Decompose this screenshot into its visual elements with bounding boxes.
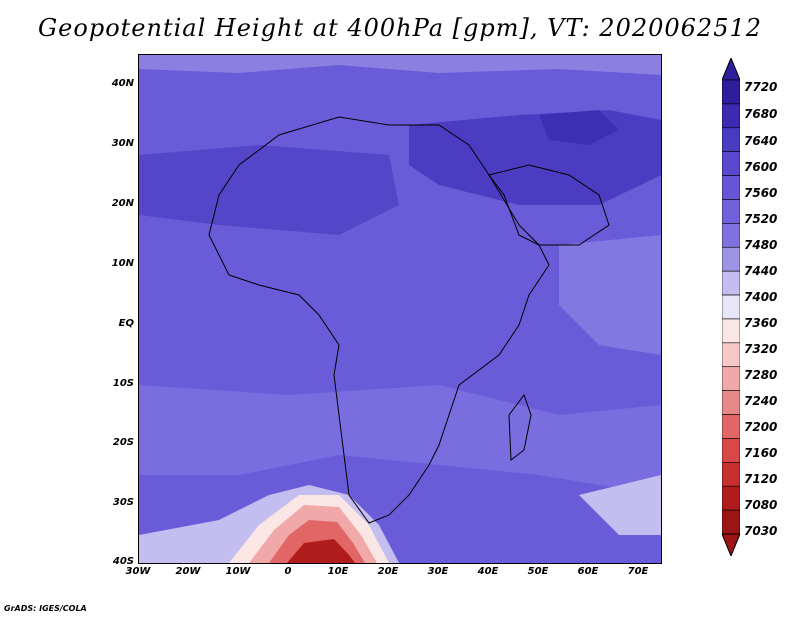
map-panel: [138, 54, 662, 564]
colorbar-label: 7440: [744, 264, 778, 278]
lat-label-40S: 40S: [112, 556, 134, 567]
map-canvas: [139, 55, 661, 563]
colorbar-segment: [722, 127, 740, 152]
colorbar-segment: [722, 246, 740, 272]
lon-label-10W: 10W: [225, 566, 251, 577]
colorbar-segment: [722, 199, 740, 224]
colorbar: [722, 58, 740, 556]
colorbar-label: 7560: [744, 186, 778, 200]
lat-label-20S: 20S: [112, 437, 134, 448]
lat-label-30N: 30N: [111, 138, 134, 149]
colorbar-label: 7520: [744, 212, 778, 226]
colorbar-label: 7360: [744, 316, 778, 330]
lon-label-40E: 40E: [477, 566, 499, 577]
lat-label-10N: 10N: [111, 258, 134, 269]
colorbar-segment: [722, 294, 740, 320]
colorbar-segment: [722, 175, 740, 200]
colorbar-segment: [722, 270, 740, 296]
plot-title: Geopotential Height at 400hPa [gpm], VT:…: [38, 14, 762, 42]
colorbar-segment: [722, 342, 740, 368]
colorbar-label: 7320: [744, 342, 778, 356]
lon-label-30E: 30E: [427, 566, 449, 577]
lon-label-20W: 20W: [175, 566, 201, 577]
colorbar-segment: [722, 103, 740, 129]
colorbar-label: 7640: [744, 134, 778, 148]
colorbar-label: 7720: [744, 80, 778, 94]
colorbar-segment: [722, 438, 740, 463]
grads-credit: GrADS: IGES/COLA: [4, 604, 87, 613]
lon-label-0: 0: [284, 566, 292, 577]
colorbar-segment: [722, 151, 740, 176]
colorbar-label: 7160: [744, 446, 778, 460]
lon-label-70E: 70E: [627, 566, 649, 577]
colorbar-label: 7080: [744, 498, 778, 512]
colorbar-segment: [722, 390, 740, 415]
colorbar-arrow-bottom: [722, 533, 740, 556]
colorbar-label: 7400: [744, 290, 778, 304]
colorbar-label: 7200: [744, 420, 778, 434]
colorbar-label: 7480: [744, 238, 778, 252]
lat-label-40N: 40N: [111, 78, 134, 89]
lon-label-10E: 10E: [327, 566, 349, 577]
lon-label-30W: 30W: [125, 566, 151, 577]
colorbar-label: 7680: [744, 107, 778, 121]
colorbar-label: 7120: [744, 472, 778, 486]
colorbar-segment: [722, 223, 740, 248]
lon-label-50E: 50E: [527, 566, 549, 577]
colorbar-label: 7280: [744, 368, 778, 382]
lat-label-eq: EQ: [118, 318, 134, 329]
lat-label-20N: 20N: [111, 198, 134, 209]
colorbar-label: 7600: [744, 160, 778, 174]
colorbar-segment: [722, 462, 740, 487]
colorbar-segment: [722, 366, 740, 391]
lon-label-20E: 20E: [377, 566, 399, 577]
colorbar-segment: [722, 509, 740, 535]
colorbar-segment: [722, 414, 740, 439]
colorbar-label: 7030: [744, 524, 778, 538]
lon-label-60E: 60E: [577, 566, 599, 577]
lat-label-10S: 10S: [112, 378, 134, 389]
colorbar-label: 7240: [744, 394, 778, 408]
colorbar-segment: [722, 79, 740, 105]
lat-label-30S: 30S: [112, 497, 134, 508]
colorbar-segment: [722, 485, 740, 511]
colorbar-arrow-top: [722, 58, 740, 81]
colorbar-segment: [722, 318, 740, 344]
